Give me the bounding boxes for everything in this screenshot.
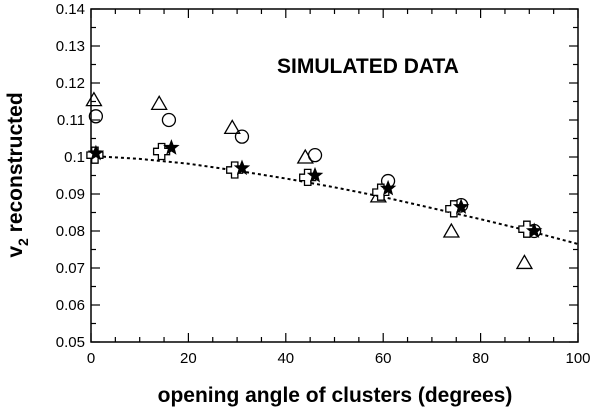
triangle-marker bbox=[515, 254, 534, 270]
y-tick-label: 0.14 bbox=[56, 1, 85, 18]
triangle-marker bbox=[296, 148, 314, 164]
circle-marker bbox=[307, 147, 323, 163]
y-tick-label: 0.08 bbox=[56, 223, 85, 240]
fit-curve bbox=[90, 154, 579, 245]
triangle-marker bbox=[442, 222, 461, 238]
data-markers bbox=[85, 91, 543, 270]
y-tick-label: 0.13 bbox=[56, 38, 85, 55]
star-marker bbox=[525, 222, 543, 239]
y-tick-label: 0.12 bbox=[56, 75, 85, 92]
star-marker bbox=[87, 144, 105, 161]
triangle-marker bbox=[85, 91, 103, 107]
y-axis-title-subscript: 2 bbox=[15, 238, 31, 246]
circle-marker bbox=[234, 129, 250, 144]
y-axis-title: v2 reconstructed bbox=[4, 92, 31, 257]
y-tick-label: 0.06 bbox=[56, 297, 85, 314]
circle-marker bbox=[161, 112, 177, 128]
triangle-marker bbox=[223, 119, 241, 135]
x-tick-label: 80 bbox=[472, 350, 489, 367]
y-tick-label: 0.05 bbox=[56, 334, 85, 351]
x-tick-label: 40 bbox=[277, 350, 294, 367]
star-marker bbox=[452, 198, 470, 214]
y-tick-label: 0.07 bbox=[56, 260, 85, 277]
star-marker bbox=[163, 139, 180, 155]
star-marker bbox=[379, 179, 397, 196]
triangle-marker bbox=[150, 95, 168, 110]
star-marker bbox=[306, 166, 324, 183]
x-axis-title: opening angle of clusters (degrees) bbox=[158, 384, 513, 407]
chart-annotation: SIMULATED DATA bbox=[277, 55, 459, 78]
axis-ticks bbox=[90, 8, 579, 343]
cross-marker bbox=[152, 142, 171, 161]
x-tick-label: 100 bbox=[565, 350, 590, 367]
circle-marker bbox=[88, 109, 104, 124]
star-marker bbox=[233, 159, 251, 176]
x-tick-label: 0 bbox=[87, 350, 95, 367]
x-tick-label: 60 bbox=[375, 350, 392, 367]
y-tick-label: 0.11 bbox=[57, 112, 85, 129]
y-tick-label: 0.09 bbox=[56, 186, 85, 203]
y-axis-title-rest: reconstructed bbox=[4, 92, 27, 238]
x-tick-label: 20 bbox=[180, 350, 197, 367]
y-axis-title-main: v bbox=[4, 246, 27, 258]
tick-labels: 0 20 40 60 80 100 0.05 0.06 0.07 0.08 0.09 0.1 0.11 0… bbox=[56, 1, 591, 367]
y-tick-label: 0.1 bbox=[64, 149, 85, 166]
